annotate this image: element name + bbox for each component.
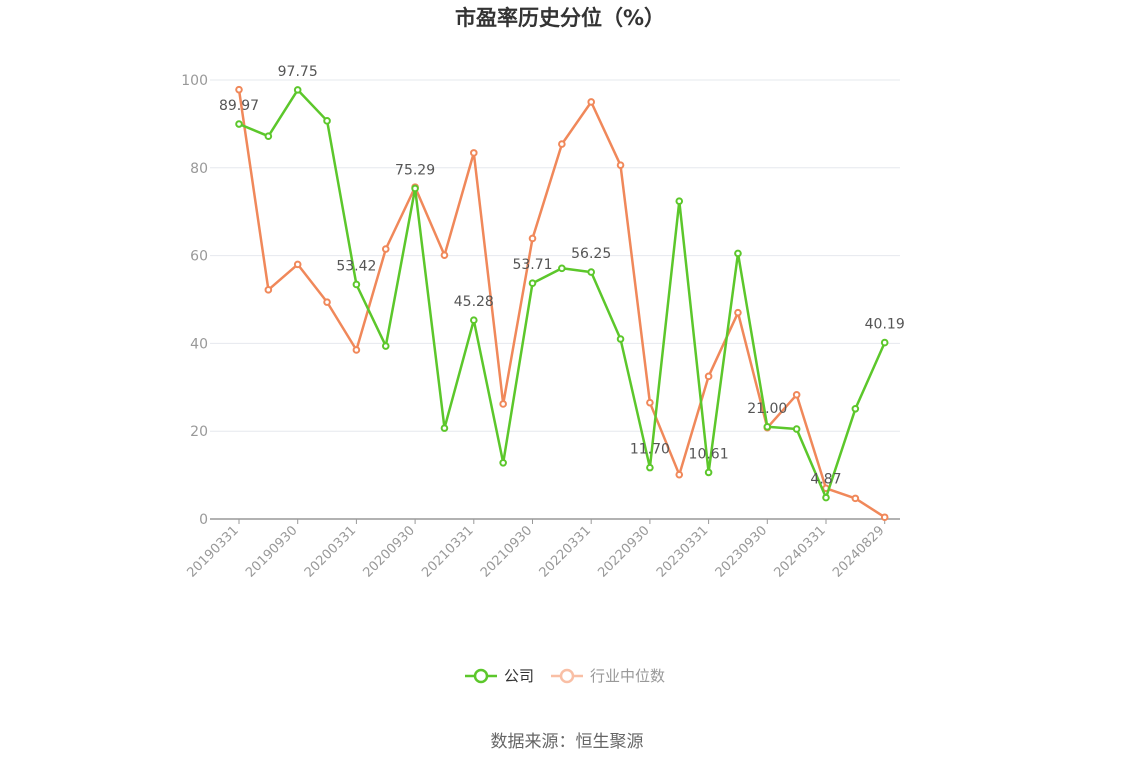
y-tick-label: 100 bbox=[181, 73, 208, 89]
data-point[interactable] bbox=[587, 98, 596, 106]
data-point[interactable] bbox=[528, 279, 537, 288]
data-point[interactable] bbox=[528, 234, 537, 243]
series-line bbox=[238, 88, 886, 499]
data-point[interactable] bbox=[411, 184, 419, 193]
data-point[interactable] bbox=[293, 260, 302, 269]
x-axis: 20190331 20190930 20200331 20200930 20210331… bbox=[184, 518, 900, 581]
data-point[interactable] bbox=[470, 149, 478, 157]
data-point[interactable] bbox=[381, 245, 390, 253]
data-label: 97.75 bbox=[278, 64, 318, 80]
data-point[interactable] bbox=[763, 423, 772, 431]
x-tick-label: 20200930 bbox=[361, 523, 418, 580]
data-point[interactable] bbox=[734, 308, 742, 317]
x-tick-label: 20210930 bbox=[478, 523, 535, 580]
chart-title: 市盈率历史分位（%） bbox=[455, 6, 665, 30]
data-point[interactable] bbox=[646, 463, 654, 472]
x-tick-label: 20210331 bbox=[419, 523, 476, 580]
y-tick-label: 0 bbox=[199, 512, 208, 528]
x-tick-label: 20220930 bbox=[595, 523, 652, 580]
data-label: 53.42 bbox=[336, 258, 376, 274]
data-point[interactable] bbox=[323, 117, 331, 125]
data-label: 75.29 bbox=[395, 162, 435, 178]
data-point[interactable] bbox=[616, 161, 625, 169]
data-label: 89.97 bbox=[219, 98, 259, 114]
data-labels: 89.97 97.75 53.42 75.29 45.28 53.71 56.25 11.70… bbox=[219, 64, 905, 488]
plot-area bbox=[235, 85, 889, 522]
data-point[interactable] bbox=[646, 398, 654, 407]
data-point[interactable] bbox=[616, 335, 625, 343]
series-0 bbox=[235, 86, 889, 502]
data-point[interactable] bbox=[264, 132, 273, 140]
y-tick-label: 40 bbox=[190, 336, 208, 352]
series-line bbox=[237, 89, 886, 519]
data-label: 53.71 bbox=[512, 257, 552, 273]
data-label: 40.19 bbox=[865, 317, 905, 333]
legend-item[interactable]: 公司 bbox=[465, 667, 534, 685]
legend[interactable]: 公司 行业中位数 bbox=[465, 667, 665, 685]
data-point[interactable] bbox=[499, 400, 507, 408]
data-point[interactable] bbox=[352, 346, 361, 354]
legend-item[interactable]: 行业中位数 bbox=[551, 667, 665, 685]
data-point[interactable] bbox=[293, 86, 302, 94]
data-point[interactable] bbox=[323, 298, 331, 306]
data-label: 4.87 bbox=[810, 472, 841, 488]
data-point[interactable] bbox=[381, 342, 390, 350]
data-point[interactable] bbox=[704, 372, 713, 381]
gridlines bbox=[210, 79, 900, 432]
legend-label: 公司 bbox=[504, 667, 534, 685]
legend-swatch-marker bbox=[559, 668, 575, 684]
x-tick-label: 20190930 bbox=[243, 523, 300, 580]
data-point[interactable] bbox=[470, 316, 478, 325]
y-tick-label: 20 bbox=[190, 424, 208, 440]
data-point[interactable] bbox=[822, 493, 830, 502]
data-label: 56.25 bbox=[571, 246, 611, 262]
legend-label: 行业中位数 bbox=[590, 667, 665, 685]
data-point[interactable] bbox=[792, 390, 801, 399]
data-point[interactable] bbox=[440, 251, 449, 259]
data-label: 11.70 bbox=[630, 442, 670, 458]
data-point[interactable] bbox=[675, 470, 684, 479]
source-note: 数据来源：恒生聚源 bbox=[491, 732, 644, 752]
x-tick-label: 20230331 bbox=[654, 523, 711, 580]
data-point[interactable] bbox=[704, 468, 713, 477]
x-tick-label: 20240829 bbox=[830, 523, 887, 580]
x-tick-label: 20200331 bbox=[302, 523, 359, 580]
y-tick-label: 80 bbox=[190, 161, 208, 177]
data-point[interactable] bbox=[734, 249, 742, 258]
data-point[interactable] bbox=[558, 140, 566, 148]
data-point[interactable] bbox=[499, 459, 507, 467]
data-point[interactable] bbox=[851, 494, 860, 503]
x-tick-label: 20240331 bbox=[771, 523, 828, 580]
data-point[interactable] bbox=[675, 197, 684, 205]
x-tick-label: 20220331 bbox=[537, 523, 594, 580]
data-point[interactable] bbox=[352, 280, 361, 289]
data-point[interactable] bbox=[264, 286, 273, 294]
data-label: 10.61 bbox=[689, 446, 729, 462]
x-tick-label: 20190331 bbox=[184, 523, 241, 580]
data-label: 21.00 bbox=[747, 401, 787, 417]
data-point[interactable] bbox=[851, 405, 860, 413]
data-point[interactable] bbox=[235, 85, 243, 94]
legend-swatch-marker bbox=[473, 668, 489, 684]
data-point[interactable] bbox=[880, 513, 889, 522]
data-point[interactable] bbox=[440, 424, 449, 432]
y-tick-label: 60 bbox=[190, 249, 208, 265]
x-tick-label: 20230930 bbox=[713, 523, 770, 580]
data-point[interactable] bbox=[880, 338, 889, 347]
data-point[interactable] bbox=[792, 425, 801, 433]
data-point[interactable] bbox=[235, 120, 243, 128]
data-point[interactable] bbox=[587, 268, 596, 276]
data-point[interactable] bbox=[558, 264, 566, 273]
y-axis: 0 20 40 60 80 100 bbox=[181, 73, 208, 528]
data-label: 45.28 bbox=[454, 294, 494, 310]
